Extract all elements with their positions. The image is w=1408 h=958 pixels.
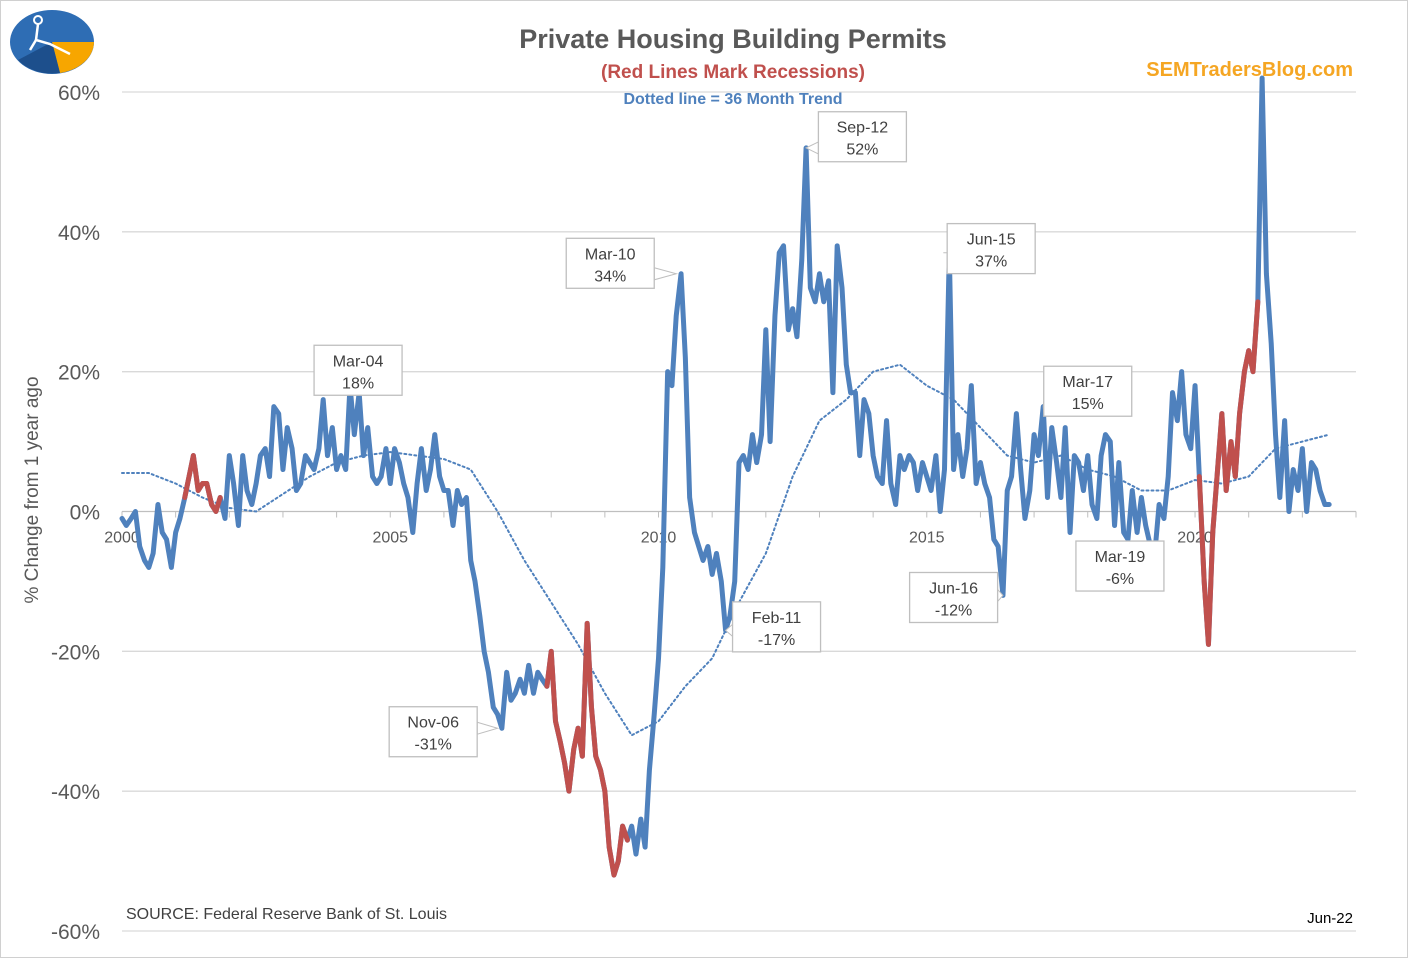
annotation-callout: Jun-16 -12%: [908, 571, 1004, 624]
annotation-callout: Nov-06 -31%: [388, 706, 500, 758]
annotation-callout: Mar-19 -6%: [1075, 540, 1165, 592]
annotation-box: [731, 601, 822, 653]
x-tick-label: 2000: [104, 530, 140, 547]
x-tick-label: 2010: [641, 530, 677, 547]
annotation-value: 18%: [342, 375, 374, 392]
annotation-box: [817, 111, 908, 163]
annotation-label: Mar-10: [585, 246, 636, 263]
annotation-pointer: [476, 721, 500, 735]
annotation-box: [565, 237, 655, 289]
annotation-callout: Feb-11 -17%: [724, 601, 822, 653]
date-label: Jun-22: [1307, 910, 1353, 927]
recession-segment: [182, 453, 223, 514]
annotation-label: Sep-12: [837, 120, 889, 137]
annotation-value: 34%: [594, 268, 626, 285]
source-note: SOURCE: Federal Reserve Bank of St. Loui…: [126, 906, 448, 923]
annotation-label: Mar-04: [333, 353, 384, 370]
annotation-box: [908, 571, 999, 624]
annotation-label: Mar-17: [1062, 374, 1113, 391]
y-tick-label: -40%: [51, 781, 100, 804]
annotation-label: Feb-11: [752, 610, 802, 627]
annotation-box: [388, 706, 478, 758]
annotation-pointer: [653, 267, 679, 281]
annotation-box: [946, 222, 1036, 275]
annotation-value: -12%: [935, 602, 972, 619]
annotation-callout: Mar-04 18%: [313, 344, 403, 396]
series-line: [119, 75, 1332, 878]
recession-segment: [1210, 299, 1261, 535]
annotation-box: [313, 344, 403, 396]
chart-subtitle: (Red Lines Mark Recessions): [601, 62, 865, 83]
annotation-label: Nov-06: [407, 715, 459, 732]
y-tick-label: 60%: [58, 82, 100, 105]
annotation-box: [1043, 365, 1133, 417]
annotations: Mar-04 18% Nov-06 -31% Mar-10 34% Sep-12 52% Feb…: [313, 111, 1165, 758]
annotation-callout: Sep-12 52%: [804, 111, 908, 163]
annotation-value: 37%: [975, 254, 1007, 271]
y-tick-label: -60%: [51, 921, 100, 944]
axes: -60% -40% -20% 0% 20% 40% 60% 2000 2005 2010 2015 2…: [51, 82, 1357, 944]
annotation-label: Mar-19: [1095, 549, 1146, 566]
annotation-label: Jun-15: [967, 232, 1016, 249]
annotation-callout: Mar-17 15%: [1042, 365, 1133, 417]
annotation-value: 15%: [1072, 396, 1104, 413]
annotation-value: -31%: [415, 737, 452, 754]
gridlines: [122, 91, 1356, 932]
y-tick-label: 40%: [58, 222, 100, 245]
annotation-label: Jun-16: [929, 580, 978, 597]
chart-title: Private Housing Building Permits: [519, 24, 947, 54]
y-tick-label: -20%: [51, 641, 100, 664]
x-tick-label: 2015: [909, 530, 945, 547]
annotation-value: 52%: [846, 142, 878, 159]
annotation-value: -6%: [1106, 571, 1134, 588]
series-line-path: [119, 75, 1332, 878]
annotation-value: -17%: [758, 632, 795, 649]
logo-icon: [10, 10, 94, 74]
annotation-callout: Mar-10 34%: [565, 237, 679, 289]
annotation-box: [1075, 540, 1165, 592]
recession-segment: [1196, 474, 1216, 647]
y-axis-label: % Change from 1 year ago: [22, 376, 43, 604]
recession-segment: [544, 620, 630, 878]
chart-trend-note: Dotted line = 36 Month Trend: [623, 91, 843, 108]
brand-label: SEMTradersBlog.com: [1146, 59, 1353, 81]
y-tick-label: 0%: [70, 502, 100, 525]
annotation-callout: Jun-15 37%: [943, 222, 1036, 275]
y-tick-label: 20%: [58, 362, 100, 385]
x-tick-label: 2020: [1177, 530, 1213, 547]
x-tick-label: 2005: [372, 530, 408, 547]
